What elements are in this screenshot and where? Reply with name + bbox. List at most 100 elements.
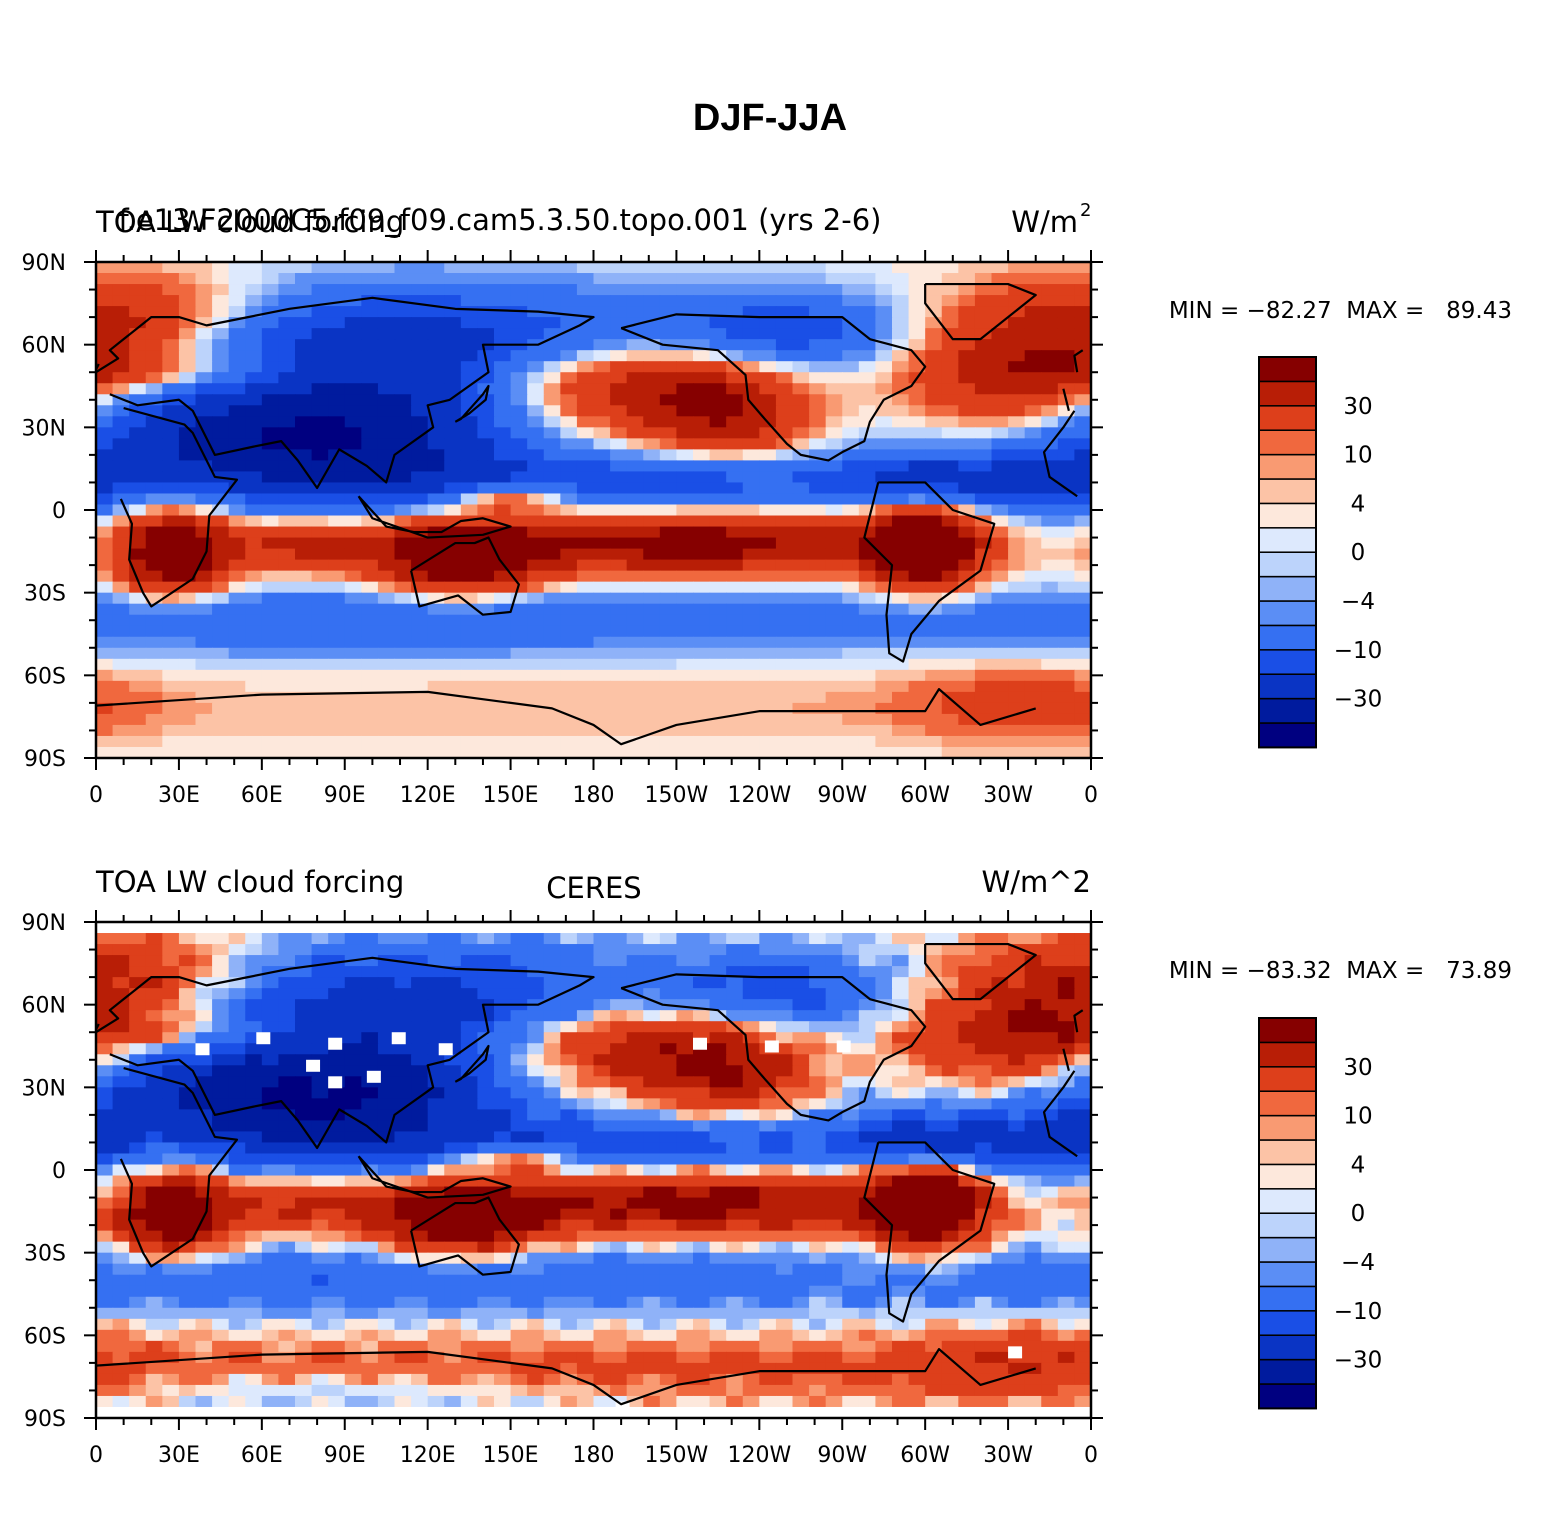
lon-tick-label: 0 xyxy=(1084,783,1098,808)
colorbar-box xyxy=(1258,600,1317,627)
colorbar-box xyxy=(1258,1163,1317,1190)
colorbar-label: 4 xyxy=(1351,1152,1366,1178)
colorbar-box xyxy=(1258,380,1317,407)
lon-tick-label: 30E xyxy=(158,1443,200,1468)
lon-tick-label: 120E xyxy=(400,783,456,808)
colorbar-box xyxy=(1258,1114,1317,1141)
colorbar-label: 10 xyxy=(1343,443,1372,469)
lon-tick-label: 150W xyxy=(645,1443,709,1468)
lat-tick-label: 30N xyxy=(22,1076,66,1101)
colorbar-box xyxy=(1258,453,1317,480)
colorbar-box xyxy=(1258,1090,1317,1117)
colorbar-box xyxy=(1258,1212,1317,1239)
lon-tick-label: 30W xyxy=(983,783,1033,808)
colorbar-box xyxy=(1258,551,1317,578)
colorbar-label: 30 xyxy=(1343,394,1372,420)
lat-tick-label: 0 xyxy=(52,1159,66,1184)
lon-tick-label: 120E xyxy=(400,1443,456,1468)
contour-field xyxy=(96,262,1091,758)
lat-tick-label: 90S xyxy=(24,1407,66,1432)
lon-tick-label: 0 xyxy=(89,1443,103,1468)
colorbar-box xyxy=(1258,1383,1317,1410)
colorbar-box xyxy=(1258,405,1317,431)
panel-left-title: TOA LW cloud forcing xyxy=(95,865,404,899)
contour-field xyxy=(96,922,1091,1418)
lon-tick-label: 150E xyxy=(483,783,539,808)
colorbar-box xyxy=(1258,356,1317,383)
lon-tick-label: 30E xyxy=(158,783,200,808)
colorbar-label: 30 xyxy=(1343,1055,1372,1081)
lat-tick-label: 60N xyxy=(22,994,66,1019)
lat-tick-label: 90S xyxy=(24,747,66,772)
lon-tick-label: 30W xyxy=(983,1443,1033,1468)
lon-tick-label: 120W xyxy=(727,783,791,808)
lat-tick-label: 90N xyxy=(22,911,66,936)
panel-units-superscript: 2 xyxy=(1080,200,1091,221)
lon-tick-label: 90E xyxy=(324,1443,366,1468)
min-max-stats: MIN = −82.27 MAX = 89.43 xyxy=(1169,298,1512,324)
panel-left-title: TOA LW cloud forcing xyxy=(95,205,404,239)
lat-tick-label: 30N xyxy=(22,416,66,441)
lon-tick-label: 60W xyxy=(900,783,950,808)
lat-tick-label: 90N xyxy=(22,251,66,276)
colorbar-box xyxy=(1258,1358,1317,1385)
lat-tick-label: 30S xyxy=(24,582,66,607)
min-max-stats: MIN = −83.32 MAX = 73.89 xyxy=(1169,958,1512,984)
colorbar-label: −30 xyxy=(1334,1348,1383,1374)
colorbar-box xyxy=(1258,1334,1317,1361)
colorbar-box xyxy=(1258,1188,1317,1214)
figure-title: DJF-JJA xyxy=(693,97,847,139)
lat-tick-label: 60S xyxy=(24,1324,66,1349)
panel-units: W/m xyxy=(1011,205,1078,239)
colorbar-label: −10 xyxy=(1334,638,1383,664)
colorbar-label: −4 xyxy=(1341,1250,1375,1276)
colorbar-box xyxy=(1258,429,1317,456)
colorbar-box xyxy=(1258,722,1317,749)
map-panel-2: 90N 60N 30N 0 30S 60S 90S 0 30E 60E 90E 120E 150E 180… xyxy=(22,865,1512,1468)
coastlines xyxy=(96,942,1084,1406)
lon-tick-label: 60W xyxy=(900,1443,950,1468)
colorbar-label: 0 xyxy=(1351,540,1366,566)
colorbar-label: 4 xyxy=(1351,491,1366,517)
colorbar-box xyxy=(1258,697,1317,724)
colorbar-box xyxy=(1258,527,1317,553)
colorbar-box xyxy=(1258,502,1317,529)
colorbar-box xyxy=(1258,478,1317,505)
lon-tick-label: 180 xyxy=(573,1443,615,1468)
panel-units: W/m^2 xyxy=(982,865,1091,899)
lon-tick-label: 90W xyxy=(817,783,867,808)
panel-center-title: f.e13.F2000C5.f09_f09.cam5.3.50.topo.001… xyxy=(119,203,882,237)
lon-tick-label: 90W xyxy=(817,1443,867,1468)
colorbar-box xyxy=(1258,1236,1317,1263)
colorbar-box xyxy=(1258,1310,1317,1336)
colorbar-label: −30 xyxy=(1334,687,1383,713)
map-panel-1: 90N 60N 30N 0 30S 60S 90S 0 30E 60E 90E 120E 150E 180… xyxy=(22,200,1512,808)
colorbar-label: 10 xyxy=(1343,1104,1372,1130)
colorbar-label: 0 xyxy=(1351,1201,1366,1227)
lon-tick-label: 150E xyxy=(483,1443,539,1468)
colorbar-label: −10 xyxy=(1334,1299,1383,1325)
axis-ticks xyxy=(84,910,1103,1430)
colorbar-box xyxy=(1258,649,1317,675)
colorbar-label: −4 xyxy=(1341,589,1375,615)
lon-tick-label: 120W xyxy=(727,1443,791,1468)
lon-tick-label: 90E xyxy=(324,783,366,808)
panel-center-title: CERES xyxy=(546,871,641,905)
axis-ticks xyxy=(84,250,1103,770)
lon-tick-label: 0 xyxy=(1084,1443,1098,1468)
colorbar-box xyxy=(1258,1017,1317,1044)
lat-tick-label: 30S xyxy=(24,1242,66,1267)
colorbar-box xyxy=(1258,673,1317,700)
colorbar-box xyxy=(1258,1066,1317,1092)
colorbar: −30 −10 −4 0 4 10 30 xyxy=(1258,1017,1383,1410)
lon-tick-label: 180 xyxy=(573,783,615,808)
coastlines xyxy=(96,282,1084,746)
lat-tick-label: 60S xyxy=(24,664,66,689)
lat-tick-label: 60N xyxy=(22,334,66,359)
colorbar: −30 −10 −4 0 4 10 30 xyxy=(1258,356,1383,749)
colorbar-box xyxy=(1258,624,1317,651)
colorbar-box xyxy=(1258,1139,1317,1166)
lon-tick-label: 150W xyxy=(645,783,709,808)
lon-tick-label: 60E xyxy=(241,783,283,808)
